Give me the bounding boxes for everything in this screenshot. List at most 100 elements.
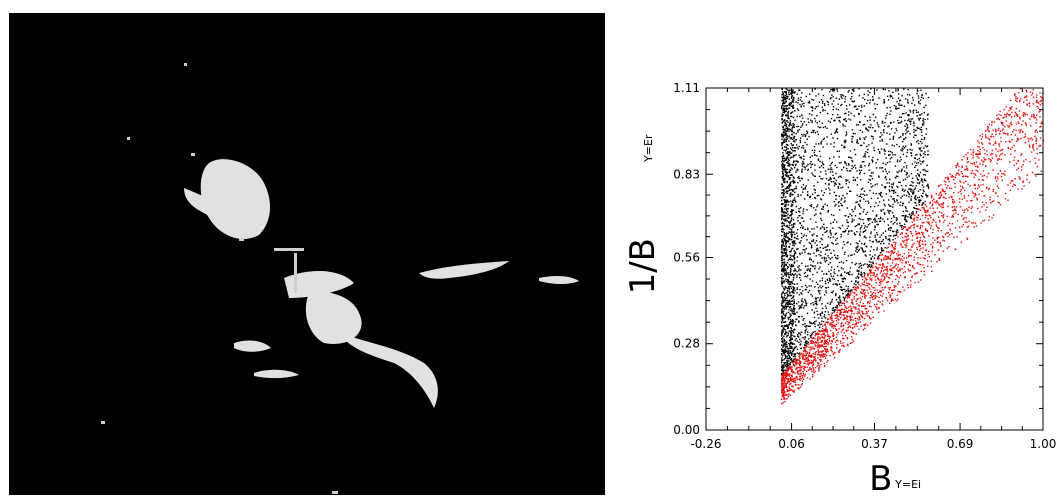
data-point-black [780, 321, 783, 323]
data-point-black [901, 104, 903, 106]
data-point-red [884, 272, 886, 275]
data-point-black [788, 250, 791, 253]
data-point-black [793, 197, 796, 199]
data-point-black [787, 190, 789, 192]
data-point-black [865, 200, 867, 203]
data-point-red [1034, 157, 1036, 159]
data-point-red [825, 345, 828, 348]
data-point-black [793, 360, 795, 362]
data-point-red [969, 149, 972, 151]
data-point-red [922, 251, 924, 254]
data-point-black [887, 211, 890, 213]
data-point-black [825, 173, 827, 175]
data-point-black [813, 316, 816, 319]
data-point-black [786, 135, 788, 137]
data-point-black [804, 251, 806, 253]
data-point-red [869, 283, 871, 285]
data-point-black [807, 253, 809, 255]
data-point-black [881, 121, 884, 123]
data-point-black [827, 255, 829, 257]
data-point-red [1018, 122, 1020, 124]
data-point-red [975, 169, 977, 172]
data-point-black [832, 181, 835, 183]
data-point-red [815, 360, 817, 362]
data-point-black [832, 236, 835, 238]
data-point-black [807, 331, 809, 333]
data-point-red [923, 222, 925, 224]
data-point-red [789, 379, 792, 381]
data-point-black [908, 114, 910, 116]
data-point-black [796, 146, 798, 149]
data-point-red [830, 322, 832, 324]
data-point-black [815, 307, 817, 309]
data-point-black [796, 160, 798, 162]
data-point-black [840, 199, 842, 201]
data-point-black [826, 100, 828, 103]
data-point-red [932, 212, 934, 215]
data-point-black [786, 210, 789, 213]
data-point-red [793, 391, 795, 393]
data-point-black [871, 159, 873, 161]
data-point-black [795, 171, 797, 173]
data-point-black [851, 254, 853, 256]
data-point-black [925, 179, 927, 182]
data-point-black [783, 270, 785, 272]
data-point-red [917, 281, 920, 283]
data-point-black [856, 269, 858, 272]
data-point-black [799, 242, 801, 244]
data-point-red [974, 194, 976, 196]
data-point-red [951, 206, 953, 208]
data-point-black [891, 206, 894, 208]
data-point-black [807, 163, 809, 166]
data-point-black [788, 162, 790, 164]
data-point-red [974, 173, 976, 175]
data-point-black [809, 322, 811, 324]
data-point-black [863, 105, 866, 107]
data-point-red [898, 269, 901, 272]
data-point-black [810, 205, 813, 208]
data-point-black [852, 179, 855, 181]
data-point-red [970, 211, 973, 214]
data-point-black [785, 242, 787, 244]
data-point-black [796, 248, 798, 250]
data-point-black [827, 168, 829, 170]
data-point-red [802, 355, 804, 357]
data-point-red [1039, 110, 1041, 112]
data-point-black [839, 297, 841, 299]
data-point-black [787, 317, 789, 319]
data-point-red [919, 257, 921, 259]
data-point-black [785, 292, 787, 295]
data-point-black [920, 126, 922, 129]
data-point-black [920, 96, 923, 98]
data-point-red [846, 297, 849, 299]
data-point-black [835, 243, 837, 245]
data-point-black [851, 92, 853, 95]
data-point-black [923, 147, 925, 149]
data-point-black [874, 236, 876, 238]
data-point-black [914, 195, 917, 197]
data-point-black [915, 164, 917, 167]
data-point-red [809, 366, 811, 369]
data-point-black [821, 312, 823, 314]
data-point-red [891, 281, 893, 283]
data-point-black [927, 185, 929, 187]
data-point-black [783, 289, 785, 291]
data-point-black [849, 267, 852, 269]
data-point-black [885, 114, 888, 117]
data-point-red [987, 125, 989, 128]
data-point-black [800, 126, 802, 128]
data-point-red [1011, 106, 1013, 108]
data-point-black [825, 249, 827, 251]
data-point-black [785, 110, 788, 112]
data-point-red [1014, 134, 1016, 136]
data-point-black [782, 194, 784, 196]
data-point-black [836, 306, 838, 308]
data-point-black [783, 138, 785, 140]
data-point-black [888, 204, 890, 206]
data-point-red [831, 324, 833, 326]
data-point-black [911, 102, 913, 105]
data-point-red [906, 257, 908, 259]
data-point-black [860, 179, 862, 181]
data-point-red [1036, 105, 1039, 108]
data-point-black [801, 124, 803, 127]
